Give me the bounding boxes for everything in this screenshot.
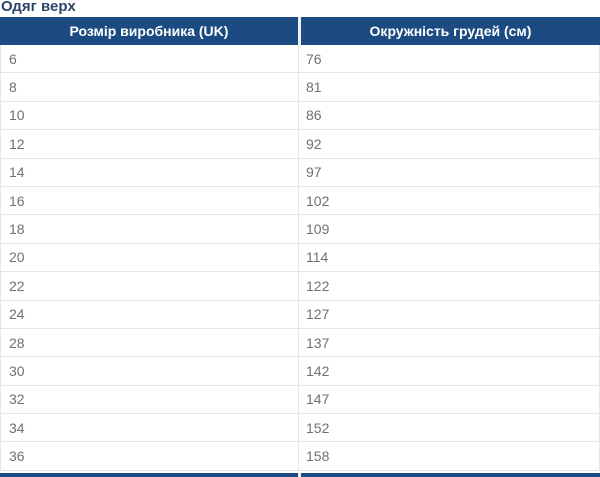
table-row: 6 76 — [0, 45, 600, 74]
chest-circumference-cell: 147 — [298, 385, 600, 415]
manufacturer-size-cell: 10 — [0, 101, 298, 131]
table-row: 16 102 — [0, 186, 600, 216]
next-table-header-cell-right — [298, 472, 600, 477]
chest-circumference-cell: 152 — [298, 414, 600, 443]
column-header-chest-circumference: Окружність грудей (см) — [298, 17, 600, 45]
next-table-header-partial — [0, 472, 600, 477]
header-row: Розмір виробника (UK) Окружність грудей … — [0, 17, 600, 45]
table-row: 18 109 — [0, 215, 600, 244]
manufacturer-size-cell: 24 — [0, 300, 298, 329]
chest-circumference-cell: 102 — [298, 186, 600, 216]
chest-circumference-cell: 114 — [298, 243, 600, 273]
table-row: 10 86 — [0, 101, 600, 131]
size-chart-table: Розмір виробника (UK) Окружність грудей … — [0, 17, 600, 471]
column-header-manufacturer-size: Розмір виробника (UK) — [0, 17, 298, 45]
manufacturer-size-cell: 16 — [0, 186, 298, 216]
table-body: 6 76 8 81 10 86 12 92 14 97 16 102 18 109 20 114 22 122 24… — [0, 45, 600, 471]
section-title: Одяг верх — [1, 0, 76, 15]
table-header: Розмір виробника (UK) Окружність грудей … — [0, 17, 600, 45]
chest-circumference-cell: 92 — [298, 130, 600, 159]
table-row: 24 127 — [0, 300, 600, 329]
table-row: 36 158 — [0, 442, 600, 471]
manufacturer-size-cell: 34 — [0, 414, 298, 443]
manufacturer-size-cell: 32 — [0, 385, 298, 415]
manufacturer-size-cell: 28 — [0, 328, 298, 358]
table-row: 22 122 — [0, 272, 600, 301]
table-row: 32 147 — [0, 385, 600, 415]
chest-circumference-cell: 142 — [298, 357, 600, 386]
manufacturer-size-cell: 14 — [0, 158, 298, 187]
table-row: 30 142 — [0, 357, 600, 386]
table-row: 14 97 — [0, 158, 600, 187]
chest-circumference-cell: 109 — [298, 215, 600, 244]
chest-circumference-cell: 127 — [298, 300, 600, 329]
chest-circumference-cell: 76 — [298, 45, 600, 74]
chest-circumference-cell: 97 — [298, 158, 600, 187]
manufacturer-size-cell: 36 — [0, 442, 298, 471]
table-row: 28 137 — [0, 328, 600, 358]
chest-circumference-cell: 137 — [298, 328, 600, 358]
table-row: 34 152 — [0, 414, 600, 443]
next-table-header-cell-left — [0, 472, 298, 477]
manufacturer-size-cell: 22 — [0, 272, 298, 301]
chest-circumference-cell: 158 — [298, 442, 600, 471]
manufacturer-size-cell: 12 — [0, 130, 298, 159]
table-row: 20 114 — [0, 243, 600, 273]
chest-circumference-cell: 81 — [298, 73, 600, 102]
chest-circumference-cell: 86 — [298, 101, 600, 131]
table-row: 12 92 — [0, 130, 600, 159]
manufacturer-size-cell: 20 — [0, 243, 298, 273]
chest-circumference-cell: 122 — [298, 272, 600, 301]
manufacturer-size-cell: 30 — [0, 357, 298, 386]
manufacturer-size-cell: 8 — [0, 73, 298, 102]
table-row: 8 81 — [0, 73, 600, 102]
manufacturer-size-cell: 18 — [0, 215, 298, 244]
manufacturer-size-cell: 6 — [0, 45, 298, 74]
